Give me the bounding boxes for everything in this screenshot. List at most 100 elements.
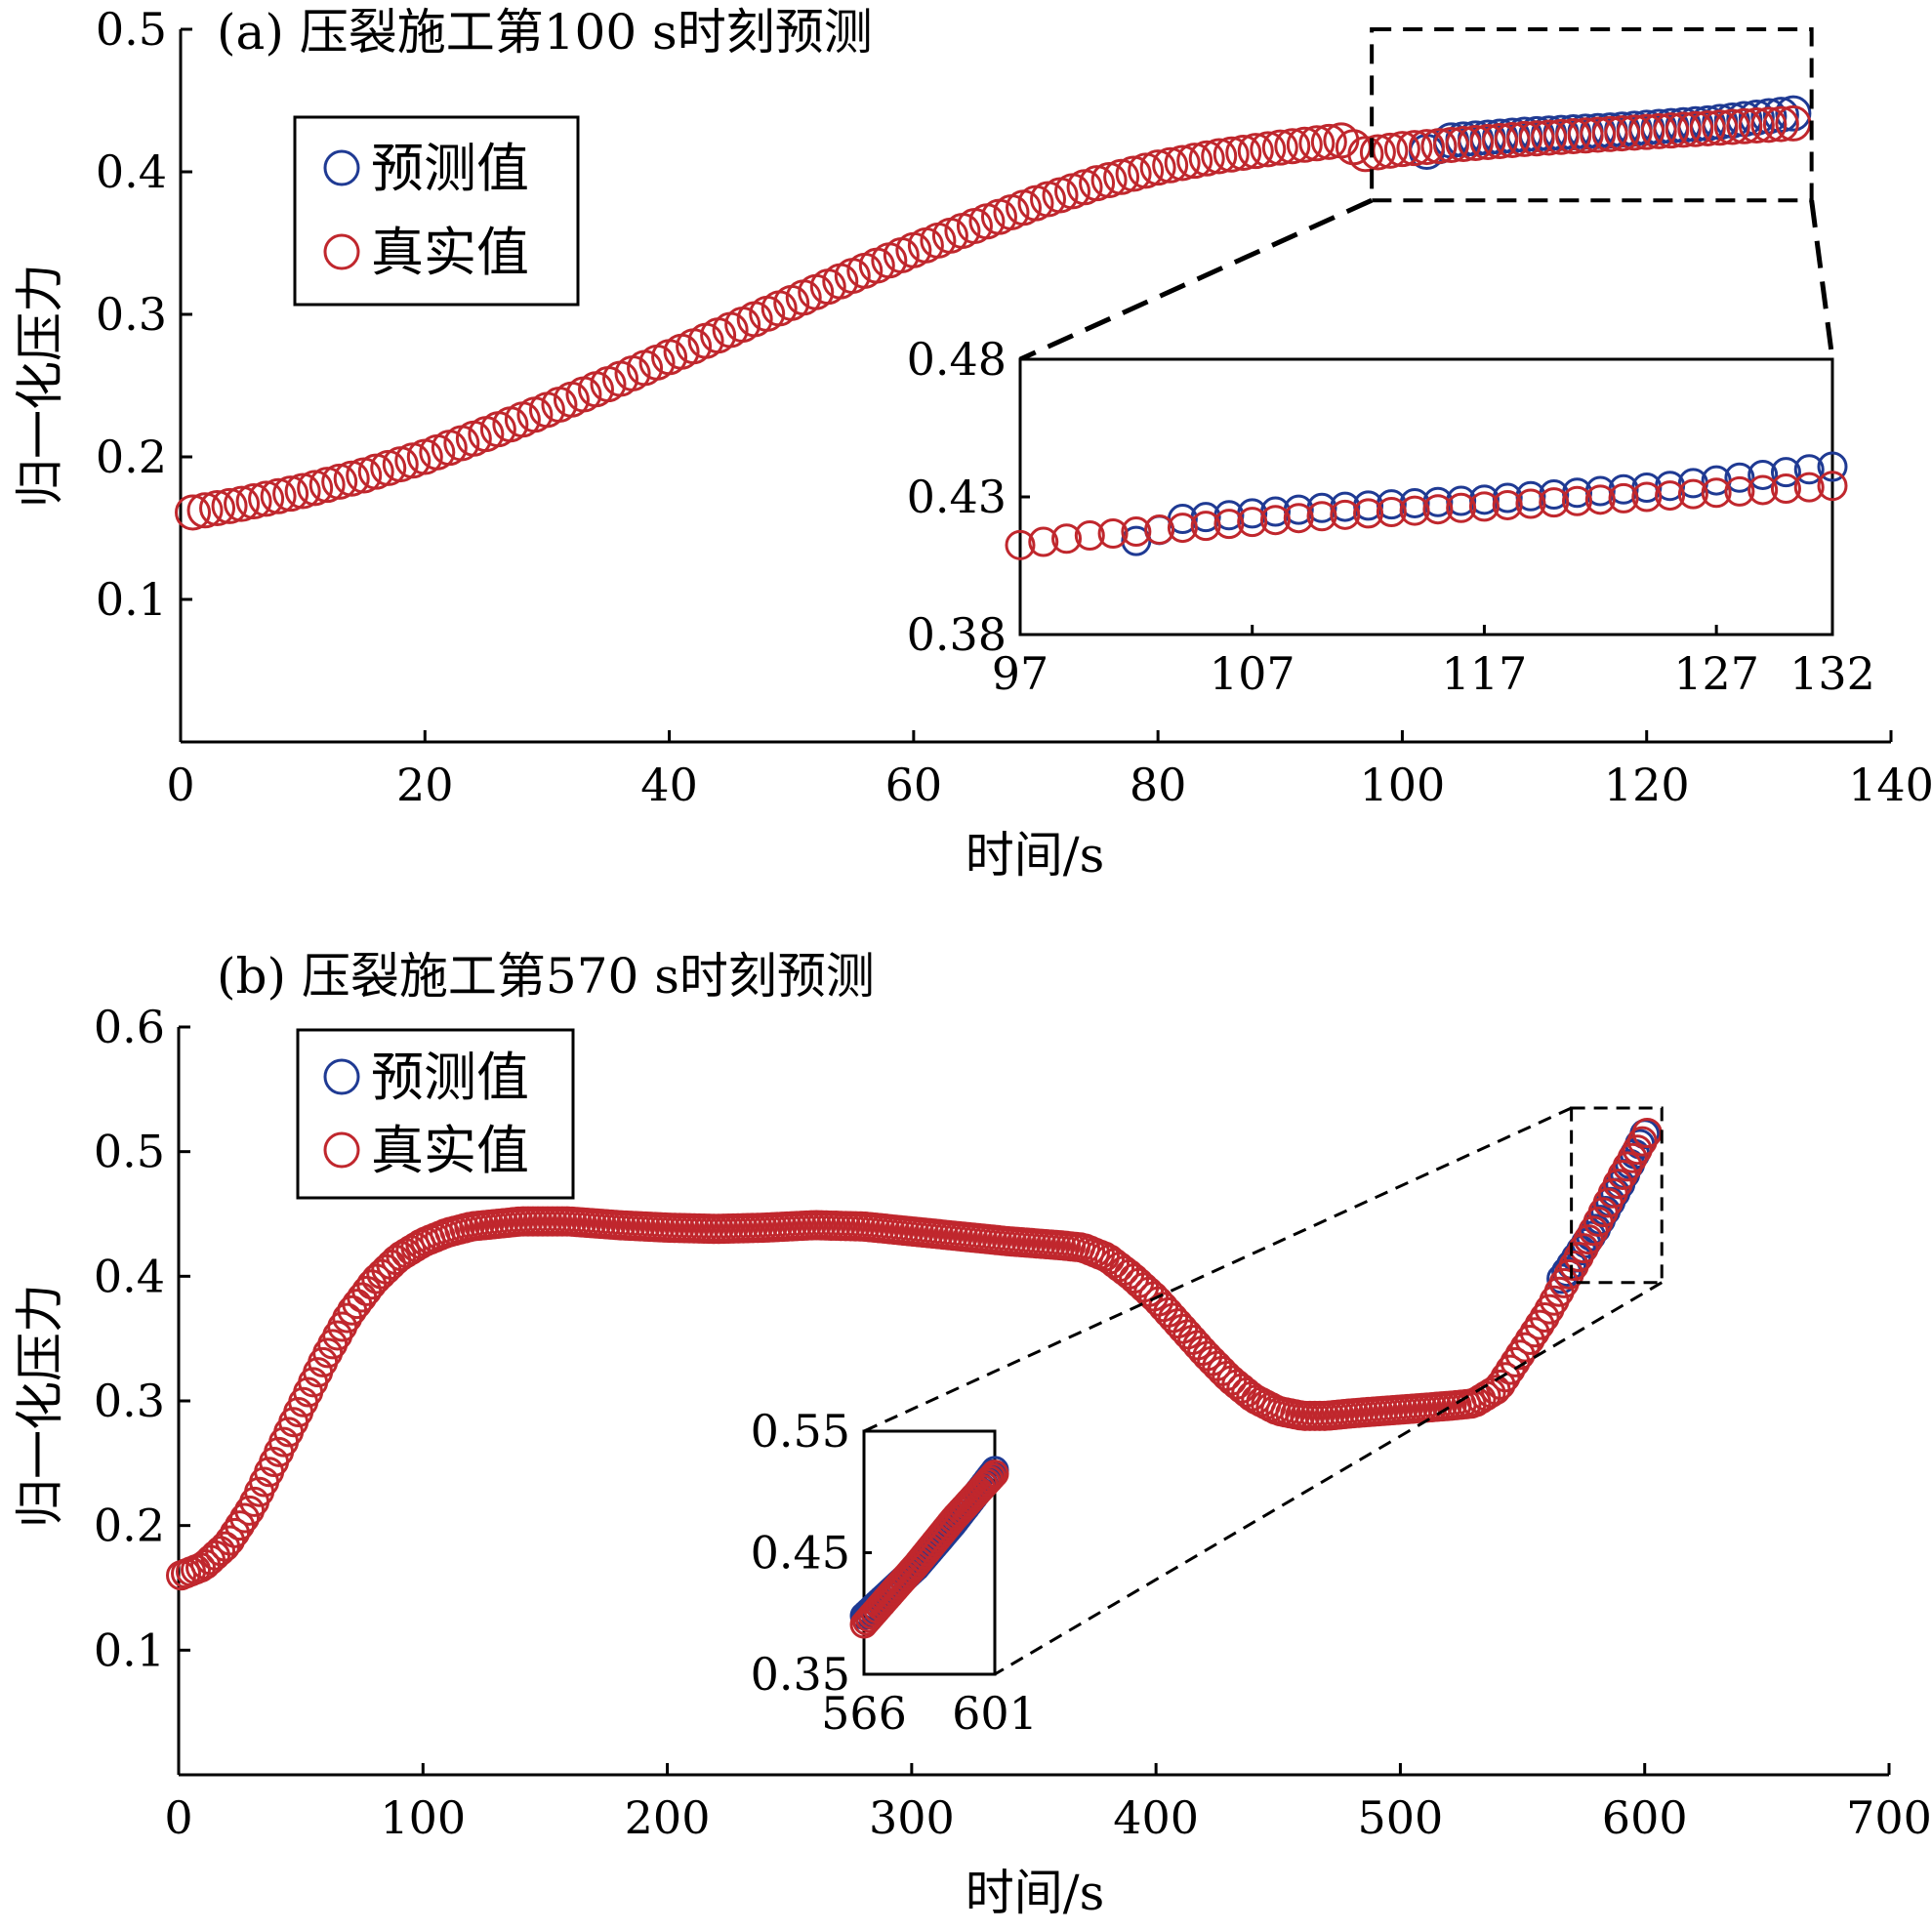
panel-a-actual-point <box>1261 129 1298 166</box>
panel-b-main-plot: 0 100 200 300 400 500 600 700 0.1 0.2 0.3 0.4 0.5 0.6 <box>94 1001 1932 1844</box>
panel-b-actual-point <box>1529 1301 1560 1333</box>
panel-b-actual-point <box>225 1510 256 1541</box>
panel-b-inset-y-tick-label: 0.55 <box>751 1405 850 1458</box>
panel-a-inset-actual-point <box>1213 509 1245 540</box>
panel-a-predicted-point <box>1762 97 1799 134</box>
panel-b-legend-predicted-marker <box>323 1058 360 1095</box>
panel-b-title: (b) 压裂施工第570 s时刻预测 <box>217 948 875 1005</box>
panel-a-actual-point <box>1640 112 1677 149</box>
panel-b-y-tick-label: 0.1 <box>94 1623 165 1676</box>
panel-a-actual-point <box>1567 117 1604 154</box>
panel-a-inset-y-tick-label: 0.48 <box>907 333 1007 386</box>
panel-a-actual-point <box>211 487 248 524</box>
panel-b-actual-point <box>215 1525 246 1556</box>
panel-a-actual-point <box>321 463 358 500</box>
panel-a-inset-actual-point <box>1144 514 1175 546</box>
panel-a-actual-point <box>1286 126 1323 163</box>
panel-a-actual-point <box>1396 130 1433 167</box>
panel-a-actual-point <box>1213 136 1250 173</box>
panel-b-x-tick-label: 400 <box>1113 1791 1199 1844</box>
panel-a-actual-point <box>1665 111 1702 148</box>
panel-b: (b) 压裂施工第570 s时刻预测 0 100 200 300 400 500 600 70… <box>12 948 1932 1921</box>
panel-a-y-axis-label: 归一化压力 <box>12 264 68 508</box>
panel-a-actual-point <box>175 494 212 531</box>
panel-a-inset-actual-point <box>1584 484 1616 515</box>
panel-b-y-tick-label: 0.5 <box>94 1126 165 1178</box>
panel-a-inset-y-tick-label: 0.43 <box>907 471 1007 523</box>
panel-a-x-tick-label: 0 <box>166 759 194 811</box>
panel-a-actual-point <box>1310 123 1347 160</box>
panel-b-y-tick-label: 0.3 <box>94 1375 165 1427</box>
panel-a-inset-actual-point <box>1074 519 1105 551</box>
panel-a-title: (a) 压裂施工第100 s时刻预测 <box>217 4 873 61</box>
panel-b-inset-actual-point <box>975 1464 1005 1494</box>
panel-b-actual-point <box>1612 1151 1643 1182</box>
panel-a-actual-point <box>1469 123 1506 160</box>
panel-a-inset: 97 107 117 127 132 0.38 0.43 0.48 <box>907 333 1875 700</box>
panel-a-actual-point <box>1482 122 1519 159</box>
panel-a-inset-actual-point <box>1631 481 1663 513</box>
panel-a-inset-actual-point <box>1747 474 1779 506</box>
panel-a-actual-point <box>1445 126 1482 163</box>
panel-a-actual-point <box>1090 161 1128 198</box>
panel-a-actual-point <box>1580 116 1617 153</box>
panel-a-legend-predicted-marker <box>323 149 360 186</box>
panel-a-actual-point <box>1298 125 1336 162</box>
panel-b-legend-actual-label: 真实值 <box>371 1120 529 1181</box>
panel-b-actual-point <box>1519 1317 1550 1348</box>
panel-a-inset-actual-point <box>1817 471 1848 502</box>
panel-a-inset-ticks: 97 107 117 127 132 0.38 0.43 0.48 <box>907 333 1875 700</box>
panel-a-inset-actual-point <box>1724 475 1755 507</box>
panel-b-inset-x-tick-label: 566 <box>821 1687 907 1740</box>
panel-a-inset-actual-point <box>1608 482 1639 514</box>
panel-a-inset-actual-point <box>1167 513 1198 544</box>
panel-a-actual-point <box>1702 109 1739 146</box>
panel-b-actual-point <box>1524 1309 1555 1340</box>
panel-a-y-tick-label: 0.1 <box>96 573 167 626</box>
panel-b-inset: 566 601 0.35 0.45 0.55 <box>751 1405 1038 1740</box>
panel-b-legend: 预测值 真实值 <box>296 1028 575 1200</box>
panel-a-actual-point <box>1237 133 1274 170</box>
panel-a-y-tick-label: 0.2 <box>96 431 167 483</box>
panel-a-actual-point <box>1115 155 1152 192</box>
panel-a-inset-actual-point <box>1259 505 1291 536</box>
panel-a-inset-y-tick-label: 0.38 <box>907 608 1007 661</box>
panel-b-actual-point <box>1622 1134 1653 1166</box>
panel-a-actual-point <box>1432 127 1469 164</box>
panel-b-y-tick-label: 0.4 <box>94 1250 165 1302</box>
panel-a-actual-point <box>284 472 321 510</box>
panel-a-inset-actual-point <box>1539 487 1570 518</box>
panel-b-actual-point <box>1617 1142 1648 1173</box>
panel-a-actual-point <box>1616 114 1653 151</box>
panel-a-x-tick-label: 120 <box>1604 759 1690 811</box>
panel-b-actual-point <box>1626 1126 1658 1157</box>
panel-a-inset-x-tick-label: 117 <box>1442 647 1528 700</box>
panel-a-inset-actual-point <box>1005 529 1036 560</box>
panel-a-actual-point <box>1713 108 1750 145</box>
panel-a-actual-point <box>1628 113 1665 150</box>
panel-a-inset-x-tick-label: 107 <box>1210 647 1295 700</box>
panel-a-inset-actual-point <box>1097 518 1129 550</box>
panel-a-actual-point <box>1152 146 1189 184</box>
panel-b-zoom-connector-top <box>863 1106 1573 1433</box>
panel-a-x-tick-label: 20 <box>396 759 454 811</box>
panel-a-main-plot: 0 20 40 60 80 100 120 140 0.1 0.2 0.3 0.4 0.5 <box>96 3 1932 811</box>
panel-a-x-tick-label: 140 <box>1848 759 1932 811</box>
panel-a-inset-actual-point <box>1515 488 1546 519</box>
panel-a-actual-point <box>1103 158 1140 195</box>
panel-a-actual-point <box>1408 129 1445 166</box>
panel-a-inset-x-tick-label: 132 <box>1789 647 1875 700</box>
panel-b-inset-actual-series <box>849 1459 1009 1639</box>
panel-a-ticks: 0 20 40 60 80 100 120 140 0.1 0.2 0.3 0.4 0.5 <box>96 3 1932 811</box>
panel-a-actual-point <box>1383 131 1420 168</box>
panel-a-actual-point <box>1201 138 1238 175</box>
panel-a-actual-point <box>1164 144 1201 182</box>
panel-a-predicted-point <box>1775 95 1812 132</box>
panel-b-x-tick-label: 600 <box>1602 1791 1688 1844</box>
panel-a-y-tick-label: 0.4 <box>96 145 167 198</box>
panel-b-inset-actual-point <box>972 1467 1002 1497</box>
panel-a-inset-actual-point <box>1793 472 1825 503</box>
panel-a-actual-point <box>248 480 285 517</box>
panel-a-y-tick-label: 0.5 <box>96 3 167 56</box>
